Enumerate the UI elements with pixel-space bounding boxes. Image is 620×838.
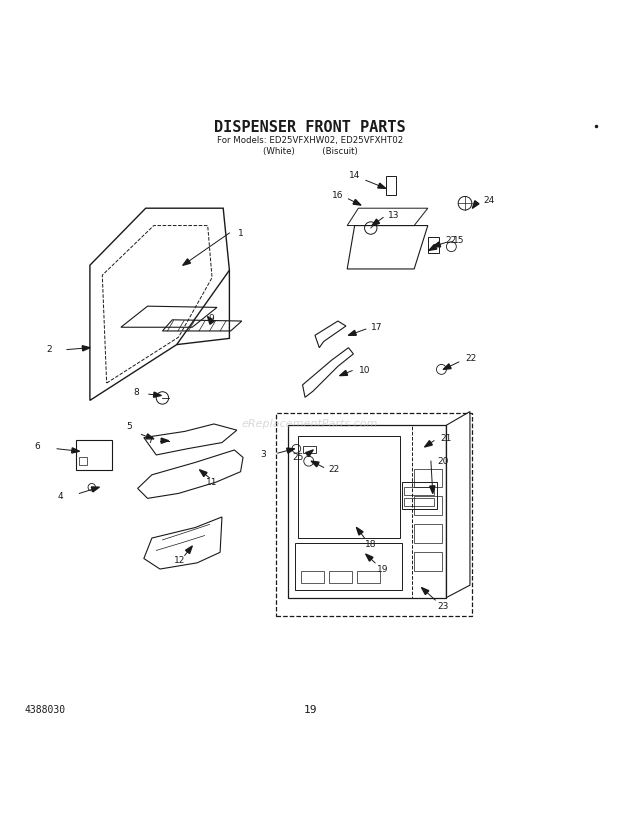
Polygon shape (91, 487, 99, 492)
Polygon shape (430, 486, 435, 494)
Text: 5: 5 (126, 422, 132, 431)
Polygon shape (200, 470, 207, 477)
Polygon shape (433, 242, 441, 247)
Polygon shape (348, 330, 356, 335)
Text: 11: 11 (206, 478, 218, 487)
Text: 10: 10 (359, 366, 370, 375)
Text: 6: 6 (34, 442, 40, 452)
Polygon shape (422, 587, 429, 595)
Text: 4: 4 (58, 492, 64, 501)
Text: (White)          (Biscuit): (White) (Biscuit) (263, 147, 357, 156)
Text: 25: 25 (292, 453, 303, 462)
Bar (329, 571, 352, 583)
Text: 16: 16 (332, 191, 343, 200)
Text: 17: 17 (371, 323, 383, 332)
Polygon shape (306, 450, 313, 457)
Polygon shape (208, 317, 214, 324)
Text: 24: 24 (483, 196, 494, 205)
Polygon shape (472, 200, 479, 208)
Text: 2: 2 (46, 345, 53, 354)
Text: 19: 19 (378, 565, 389, 573)
Text: 19: 19 (303, 706, 317, 716)
Polygon shape (311, 461, 319, 467)
Text: 18: 18 (365, 540, 376, 549)
Text: 23: 23 (438, 602, 449, 611)
Bar (414, 525, 442, 543)
Bar (428, 237, 439, 253)
Polygon shape (429, 245, 437, 251)
Text: 8: 8 (133, 389, 140, 397)
Bar (303, 446, 316, 453)
Bar (301, 571, 324, 583)
Text: 22: 22 (328, 465, 339, 474)
Text: 1: 1 (237, 229, 244, 237)
Bar (414, 552, 442, 571)
Polygon shape (356, 527, 363, 535)
Text: 14: 14 (349, 172, 360, 180)
Bar (404, 499, 434, 506)
Text: For Models: ED25VFXHW02, ED25VFXHT02: For Models: ED25VFXHW02, ED25VFXHT02 (217, 136, 403, 144)
Polygon shape (372, 219, 379, 225)
Polygon shape (425, 441, 432, 447)
Polygon shape (286, 448, 294, 453)
Text: 4388030: 4388030 (25, 706, 66, 716)
Polygon shape (185, 546, 192, 554)
Text: 13: 13 (388, 211, 399, 220)
Text: 12: 12 (174, 556, 185, 565)
Polygon shape (154, 392, 161, 397)
Bar (414, 468, 442, 487)
Bar (414, 496, 442, 515)
Polygon shape (443, 364, 451, 370)
Polygon shape (378, 184, 386, 189)
Polygon shape (183, 259, 190, 266)
Bar (404, 487, 434, 494)
Polygon shape (340, 370, 348, 375)
Text: 22: 22 (466, 354, 477, 363)
Polygon shape (366, 554, 373, 561)
Text: 3: 3 (260, 451, 267, 459)
Bar (79, 457, 87, 465)
Polygon shape (146, 434, 154, 439)
Text: 15: 15 (453, 236, 464, 245)
Text: 20: 20 (438, 457, 449, 466)
Text: 21: 21 (441, 434, 452, 443)
Polygon shape (82, 346, 90, 351)
Bar (76, 440, 112, 470)
Text: DISPENSER FRONT PARTS: DISPENSER FRONT PARTS (214, 120, 406, 135)
Polygon shape (161, 438, 169, 443)
Text: 9: 9 (208, 314, 214, 323)
Polygon shape (353, 199, 361, 205)
Polygon shape (72, 447, 79, 453)
Text: 22: 22 (446, 236, 457, 245)
Text: eReplacementParts.com: eReplacementParts.com (242, 419, 378, 429)
Text: 7: 7 (147, 437, 153, 445)
Bar (356, 571, 380, 583)
